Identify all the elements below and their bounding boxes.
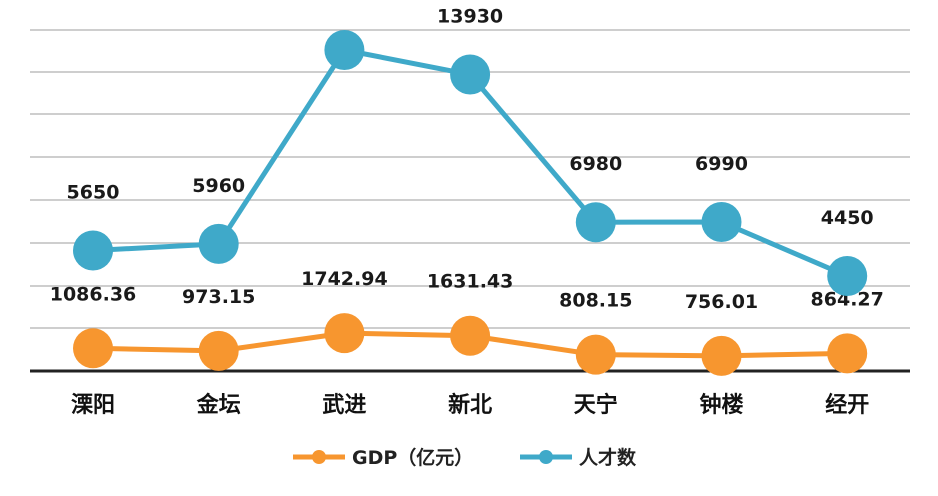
data-point <box>450 315 491 356</box>
data-label: 6990 <box>695 153 748 175</box>
legend-marker-talent <box>539 450 553 464</box>
data-point <box>827 333 868 374</box>
legend-item-talent: 人才数 <box>520 446 637 469</box>
data-label: 864.27 <box>811 288 884 310</box>
legend-label-talent: 人才数 <box>579 446 637 469</box>
x-tick-label: 武进 <box>322 393 366 418</box>
series-talent: 5650 5960 15084 13930 6980 6990 4450 <box>67 0 874 296</box>
data-label: 808.15 <box>559 290 632 312</box>
data-label: 13930 <box>437 6 503 28</box>
data-label: 1742.94 <box>301 268 388 290</box>
legend: GDP（亿元） 人才数 <box>293 446 637 469</box>
series-layer: 1086.36 973.15 1742.94 1631.43 808.15 756.01 8… <box>50 0 884 376</box>
x-tick-label: 溧阳 <box>71 393 115 418</box>
data-point <box>324 313 365 354</box>
data-point <box>198 223 239 264</box>
gridlines <box>30 29 910 329</box>
x-axis-labels: 溧阳 金坛 武进 新北 天宁 钟楼 经开 <box>71 392 869 418</box>
legend-item-gdp: GDP（亿元） <box>293 446 473 469</box>
legend-marker-gdp <box>312 450 326 464</box>
data-point <box>575 334 616 375</box>
data-label: 4450 <box>821 207 874 229</box>
data-point <box>575 202 616 243</box>
data-label: 15084 <box>311 0 377 3</box>
data-point <box>701 202 742 243</box>
x-tick-label: 新北 <box>448 392 492 418</box>
data-point <box>73 328 113 369</box>
data-point <box>73 230 113 271</box>
data-point <box>450 54 491 95</box>
series-gdp: 1086.36 973.15 1742.94 1631.43 808.15 756.01 8… <box>50 268 884 376</box>
x-tick-label: 天宁 <box>574 392 618 418</box>
data-point <box>198 330 239 371</box>
x-tick-label: 金坛 <box>196 392 241 418</box>
data-point <box>324 30 365 70</box>
data-label: 5650 <box>67 181 120 203</box>
data-label: 973.15 <box>182 286 255 308</box>
legend-label-gdp: GDP（亿元） <box>352 446 473 469</box>
data-label: 5960 <box>192 175 245 197</box>
x-tick-label: 经开 <box>825 392 869 418</box>
data-label: 756.01 <box>685 291 758 313</box>
data-point <box>827 256 868 296</box>
data-label: 1631.43 <box>427 271 514 293</box>
x-tick-label: 钟楼 <box>699 392 743 418</box>
data-label: 6980 <box>569 153 622 175</box>
data-point <box>701 335 742 376</box>
data-label: 1086.36 <box>50 283 137 305</box>
